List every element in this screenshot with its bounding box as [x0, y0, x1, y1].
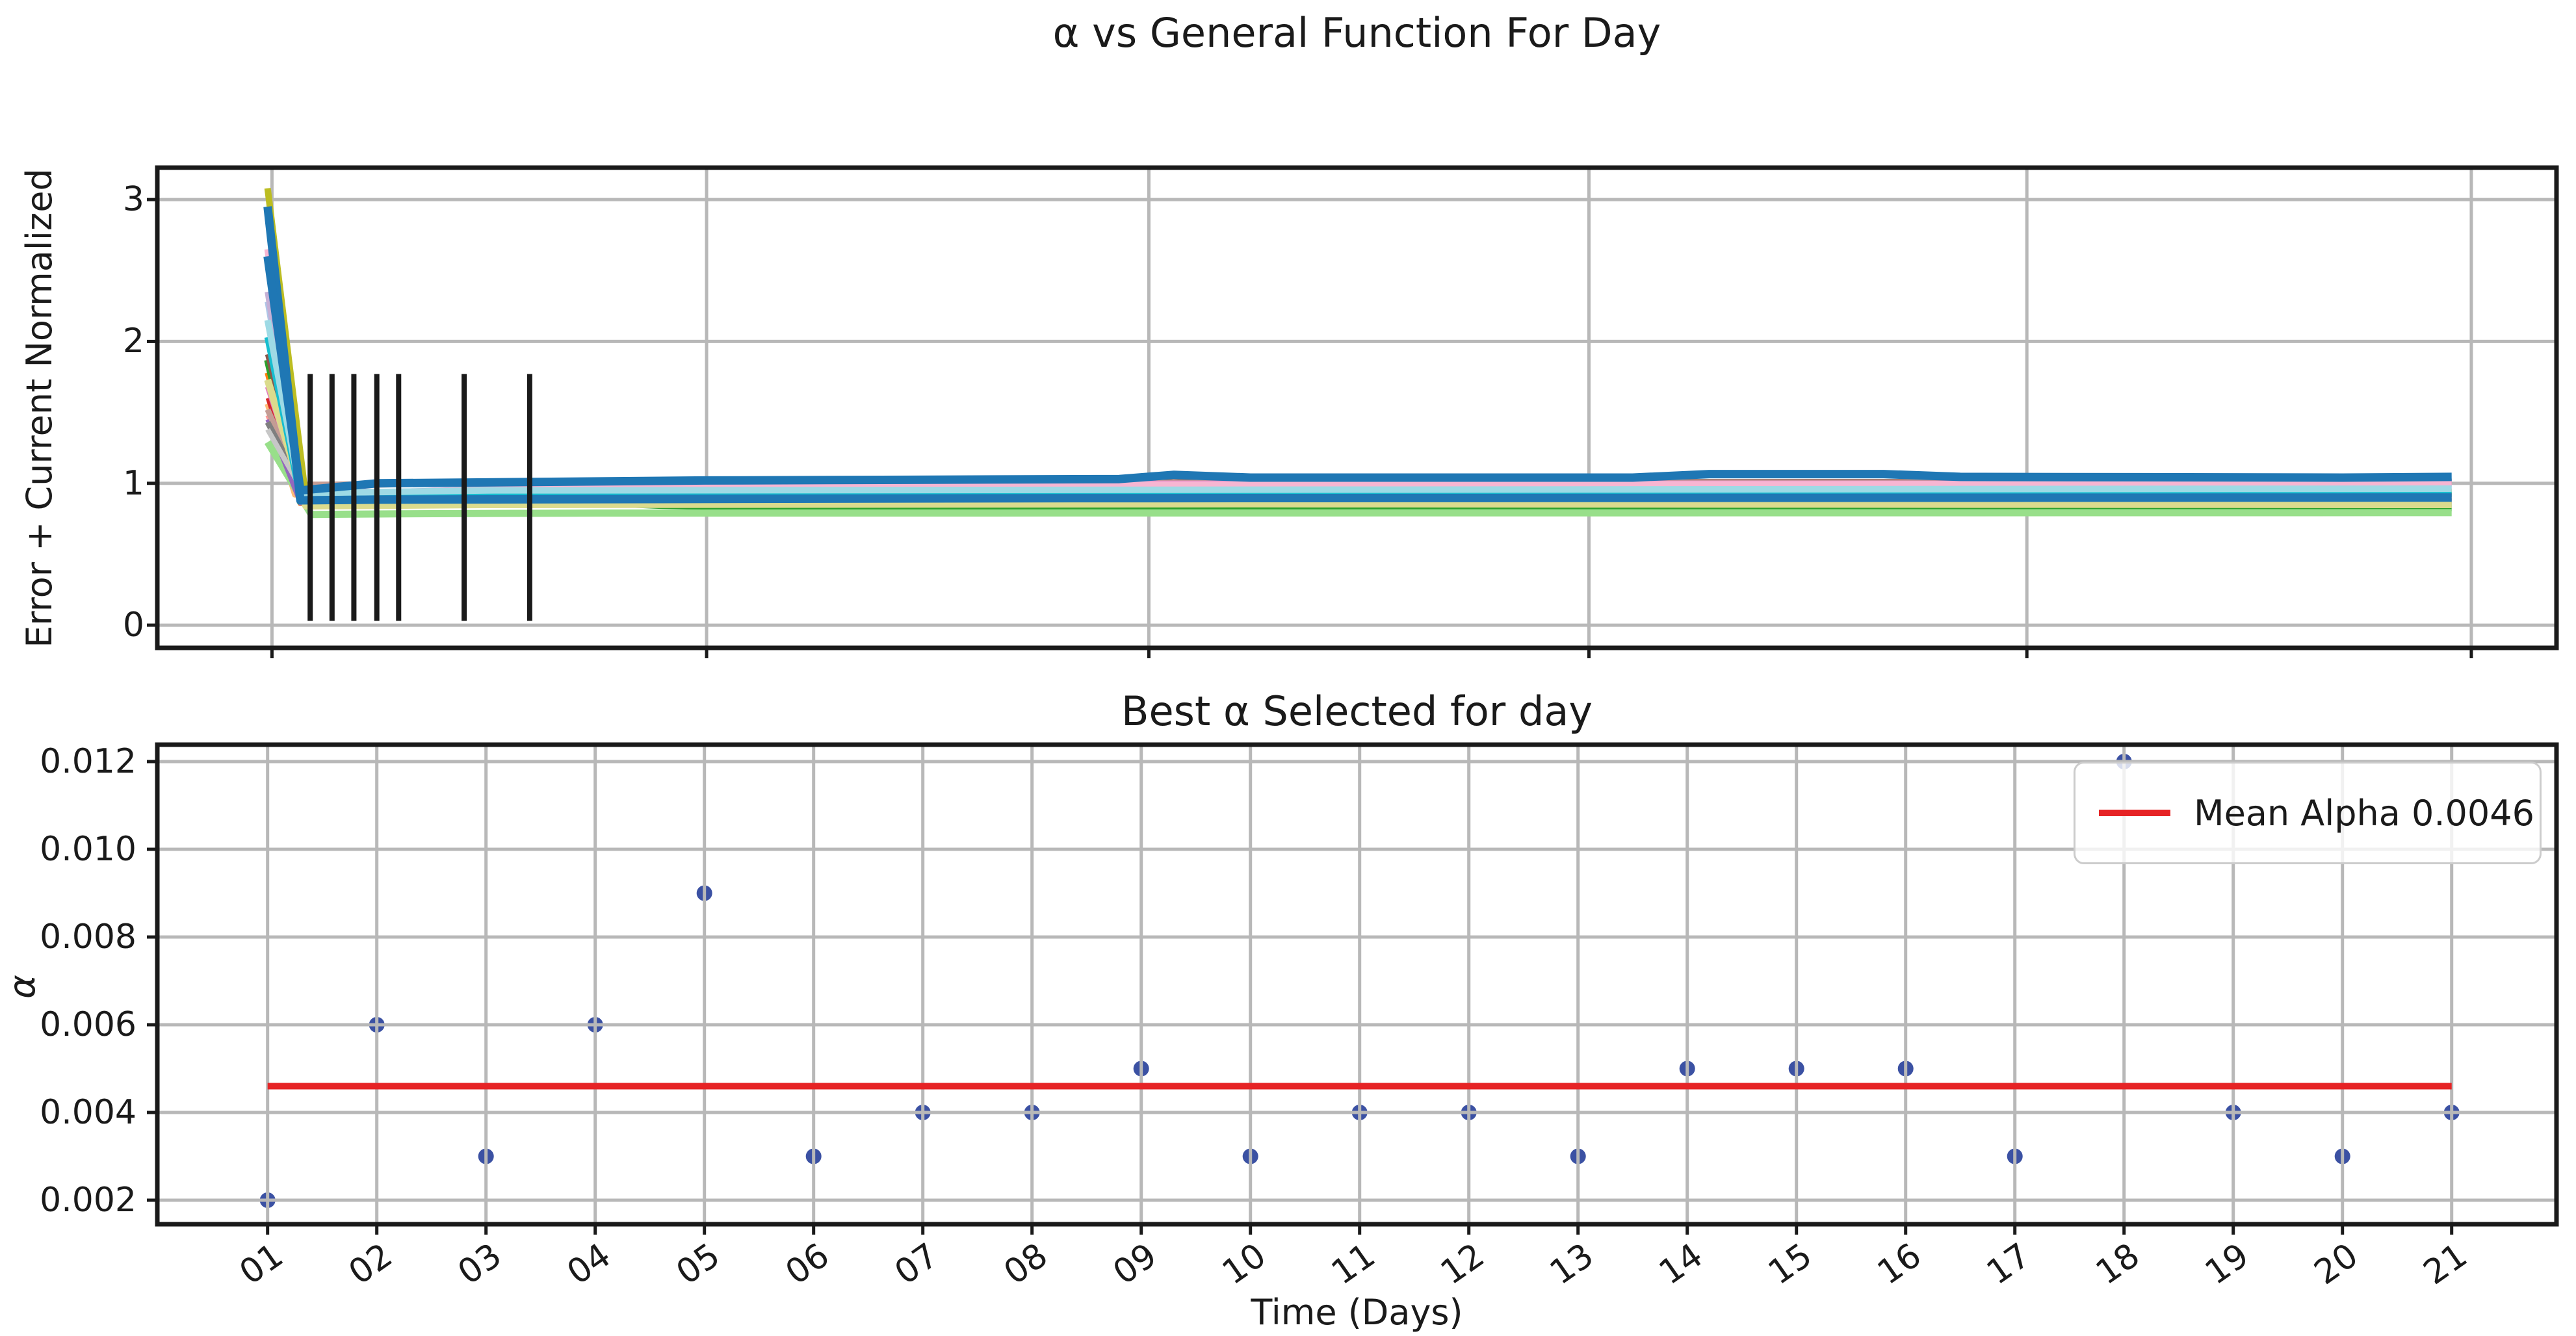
bottom-y-tick-label: 0.008 [40, 917, 137, 957]
top-chart-svg [147, 165, 2559, 658]
error-curve-day-11 [265, 353, 2452, 489]
error-curve-day-01 [263, 255, 2452, 495]
bottom-y-axis-label: α [1, 975, 44, 999]
top-y-tick-label: 2 [122, 322, 144, 361]
plot-border [155, 742, 2559, 1227]
mean-alpha-line-swatch [2099, 810, 2170, 816]
bottom-y-tick-label: 0.006 [40, 1005, 137, 1044]
error-curve-day-10 [265, 291, 2452, 505]
legend-box: Mean Alpha 0.0046 [2074, 762, 2542, 864]
bottom-scatter-chart [147, 742, 2559, 1235]
x-tick-label: 21 [2416, 1236, 2475, 1293]
plot-border [155, 165, 2559, 650]
top-y-tick-label: 0 [122, 606, 144, 645]
top-y-tick-label: 1 [122, 463, 144, 503]
error-curve-day-20 [264, 319, 2452, 496]
x-axis-label: Time (Days) [1251, 1292, 1463, 1333]
error-curve-day-14 [264, 248, 2452, 496]
x-tick-label-wrap: 21 [2257, 1236, 2474, 1292]
error-curve-day-21 [263, 206, 2452, 505]
bottom-y-tick-label: 0.010 [40, 829, 137, 869]
top-y-tick-label: 3 [122, 180, 144, 220]
top-line-chart [147, 165, 2559, 658]
bottom-y-tick-label: 0.012 [40, 741, 137, 781]
bottom-y-tick-label: 0.004 [40, 1093, 137, 1132]
bottom-chart-svg [147, 742, 2559, 1235]
top-y-axis-label: Error + Current Normalized [19, 168, 60, 648]
main-title: α vs General Function For Day [1052, 9, 1661, 57]
legend-label: Mean Alpha 0.0046 [2194, 792, 2534, 834]
bottom-title: Best α Selected for day [1121, 687, 1593, 735]
bottom-y-tick-label: 0.002 [40, 1181, 137, 1220]
error-curve-day-02 [265, 301, 2452, 496]
